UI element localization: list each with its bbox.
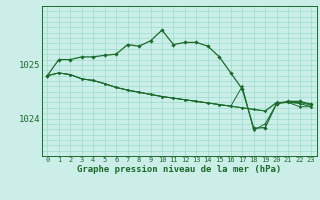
X-axis label: Graphe pression niveau de la mer (hPa): Graphe pression niveau de la mer (hPa) [77,165,281,174]
